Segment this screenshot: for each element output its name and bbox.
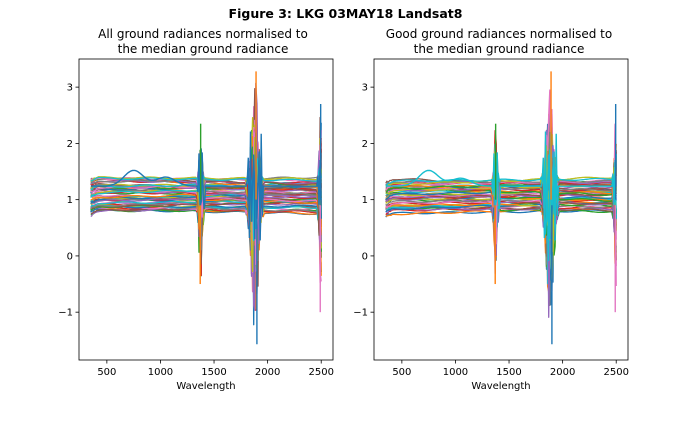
x-tick-label: 2000 bbox=[550, 367, 575, 378]
series-line bbox=[90, 122, 322, 326]
plot-area bbox=[90, 71, 322, 345]
series-line bbox=[90, 142, 322, 293]
series-line bbox=[385, 152, 617, 282]
y-tick-label: 2 bbox=[67, 139, 73, 150]
y-tick-label: 3 bbox=[67, 83, 73, 94]
series-line bbox=[90, 155, 322, 256]
x-tick-label: 500 bbox=[392, 367, 411, 378]
chart-1-title: All ground radiances normalised to the m… bbox=[98, 27, 308, 56]
series-line bbox=[385, 134, 617, 286]
series-line bbox=[90, 137, 322, 273]
figure-title: Figure 3: LKG 03MAY18 Landsat8 bbox=[228, 6, 463, 21]
chart-2: 500 1000 1500 2000 2500 −1 0 1 2 3 Wavelength bbox=[353, 58, 629, 392]
axes-frame bbox=[78, 58, 334, 361]
series-line bbox=[90, 132, 322, 310]
x-axis-label: Wavelength bbox=[176, 381, 235, 392]
series-line bbox=[90, 129, 322, 303]
chart-2-title: Good ground radiances normalised to the … bbox=[385, 27, 613, 56]
y-tick-label: −1 bbox=[353, 308, 368, 319]
x-tick-label: 2000 bbox=[255, 367, 280, 378]
y-tick-label: 2 bbox=[362, 139, 368, 150]
x-tick-label: 500 bbox=[97, 367, 116, 378]
x-tick-label: 1500 bbox=[496, 367, 521, 378]
series-line bbox=[385, 160, 617, 250]
x-tick-label: 1500 bbox=[201, 367, 226, 378]
x-tick-label: 2500 bbox=[308, 367, 333, 378]
highlight-series-line bbox=[385, 131, 617, 241]
series-line bbox=[385, 160, 617, 253]
y-tick-label: 1 bbox=[362, 195, 368, 206]
series-line bbox=[385, 145, 617, 253]
x-tick-label: 1000 bbox=[148, 367, 173, 378]
x-tick-label: 1000 bbox=[443, 367, 468, 378]
series-line bbox=[90, 166, 322, 254]
axes-frame bbox=[373, 58, 629, 361]
y-tick-label: 3 bbox=[362, 83, 368, 94]
series-line bbox=[385, 123, 617, 318]
series-line bbox=[90, 144, 322, 222]
series-line bbox=[385, 149, 617, 262]
series-line bbox=[385, 122, 617, 234]
series-line bbox=[385, 160, 617, 222]
series-line bbox=[385, 144, 617, 298]
series-line bbox=[385, 120, 617, 293]
series-line bbox=[90, 132, 322, 251]
series-line bbox=[90, 159, 322, 236]
y-tick-label: 0 bbox=[362, 251, 368, 262]
x-tick-label: 2500 bbox=[603, 367, 628, 378]
y-tick-label: 0 bbox=[67, 251, 73, 262]
y-tick-label: −1 bbox=[58, 308, 73, 319]
series-line bbox=[385, 158, 617, 280]
series-line bbox=[90, 141, 322, 290]
x-axis-label: Wavelength bbox=[471, 381, 530, 392]
highlight-series-line bbox=[90, 131, 322, 241]
series-line bbox=[385, 148, 617, 307]
chart-1: 500 1000 1500 2000 2500 −1 0 1 2 3 Wavelength bbox=[58, 58, 334, 392]
plot-area bbox=[385, 71, 617, 345]
series-line bbox=[90, 157, 322, 242]
y-tick-label: 1 bbox=[67, 195, 73, 206]
series-line bbox=[385, 113, 617, 298]
